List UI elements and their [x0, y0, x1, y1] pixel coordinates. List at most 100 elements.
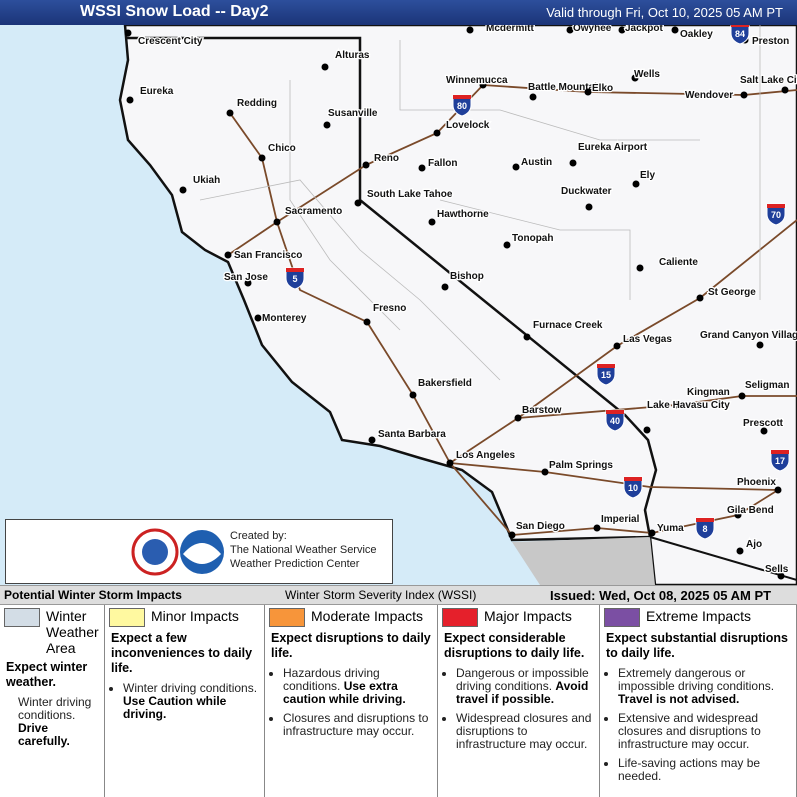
city-label: Lake Havasu City — [647, 400, 730, 411]
legend-swatch — [4, 608, 40, 627]
bullet-text: Extremely dangerous or impossible drivin… — [618, 666, 775, 693]
city-dot — [636, 264, 644, 272]
city-label: Crescent City — [138, 36, 203, 47]
city-label: Salt Lake City — [740, 75, 797, 86]
legend-bullet: Extremely dangerous or impossible drivin… — [618, 667, 792, 706]
bullet-text: Widespread closures and disruptions to i… — [456, 711, 592, 751]
city-dot — [514, 414, 522, 422]
city-dot — [569, 159, 577, 167]
city-label: Bishop — [450, 271, 484, 282]
bullet-emphasis: Drive carefully. — [18, 721, 70, 748]
legend-header: Winter Weather Area — [4, 608, 100, 656]
city-label: Winnemucca — [446, 75, 508, 86]
city-dot — [613, 342, 621, 350]
legend-bullet: Extensive and widespread closures and di… — [618, 712, 792, 751]
city-label: Ajo — [746, 539, 762, 550]
city-dot — [363, 318, 371, 326]
legend-column: Major Impacts Expect considerable disrupt… — [438, 605, 600, 797]
city-dot — [368, 436, 376, 444]
map: Crescent City Alturas Eureka Redding Susanvi… — [0, 22, 797, 585]
city-label: Hawthorne — [437, 209, 489, 220]
highway-shield-top — [286, 268, 304, 272]
city-dot — [671, 26, 679, 34]
legend-column: Winter Weather Area Expect winter weather… — [0, 605, 105, 797]
city-label: Susanville — [328, 108, 378, 119]
bullet-emphasis: Use Caution while driving. — [123, 694, 227, 721]
legend-bar: Potential Winter Storm Impacts Winter St… — [0, 585, 797, 605]
legend-swatch — [604, 608, 640, 627]
city-label: Lovelock — [446, 120, 490, 131]
city-dot — [774, 486, 782, 494]
legend-header: Extreme Impacts — [604, 608, 792, 627]
legend-bullet: Dangerous or impossible driving conditio… — [456, 667, 595, 706]
city-dot — [321, 63, 329, 71]
city-dot — [736, 547, 744, 555]
highway-label: 40 — [610, 416, 620, 426]
city-label: Phoenix — [737, 477, 776, 488]
legend-bullet: Closures and disruptions to infrastructu… — [283, 712, 433, 738]
bullet-text: Extensive and widespread closures and di… — [618, 711, 761, 751]
highway-label: 17 — [775, 456, 785, 466]
bullet-text: Hazardous driving conditions. — [283, 666, 380, 693]
legend-column: Moderate Impacts Expect disruptions to da… — [265, 605, 438, 797]
city-label: Wells — [634, 69, 660, 80]
city-label: Prescott — [743, 418, 784, 429]
highway-shield-top — [767, 204, 785, 208]
city-dot — [433, 129, 441, 137]
valid-time: Valid through Fri, Oct 10, 2025 05 AM PT — [546, 5, 783, 20]
highway-shield — [285, 267, 305, 290]
legend-bullet: Winter driving conditions. Use Caution w… — [123, 682, 260, 721]
city-label: San Francisco — [234, 250, 302, 261]
legend-label: Winter Weather Area — [46, 608, 99, 656]
legend-summary: Expect considerable disruptions to daily… — [444, 631, 585, 660]
legend-header: Major Impacts — [442, 608, 595, 627]
highway-label: 8 — [702, 524, 707, 534]
highway-shield-top — [624, 477, 642, 481]
city-label: Jackpot — [625, 23, 663, 34]
legend-bullet: Winter driving conditions. Drive careful… — [18, 696, 100, 748]
bullet-emphasis: Use extra caution while driving. — [283, 679, 406, 706]
highway-shield-top — [771, 450, 789, 454]
city-dot — [441, 283, 449, 291]
city-label: Chico — [268, 143, 296, 154]
city-label: Yuma — [657, 523, 684, 534]
city-label: Redding — [237, 98, 277, 109]
city-label: Grand Canyon Village — [700, 330, 797, 341]
logos — [131, 528, 224, 576]
bullet-emphasis: Avoid travel if possible. — [456, 679, 589, 706]
highway-shield — [452, 94, 472, 117]
highway-label: 15 — [601, 370, 611, 380]
city-label: Fallon — [428, 158, 457, 169]
city-label: Tonopah — [512, 233, 553, 244]
legend-column: Minor Impacts Expect a few inconveniences… — [105, 605, 265, 797]
city-dot — [529, 93, 537, 101]
mexico — [512, 537, 655, 585]
city-label: Barstow — [522, 405, 562, 416]
highway-shield — [623, 476, 643, 499]
city-label: Wendover — [685, 90, 733, 101]
city-label: Gila Bend — [727, 505, 774, 516]
highway-shield-top — [606, 410, 624, 414]
city-label: Santa Barbara — [378, 429, 446, 440]
city-label: Oakley — [680, 29, 713, 40]
city-label: South Lake Tahoe — [367, 189, 453, 200]
highway-shield — [596, 363, 616, 386]
city-label: Caliente — [659, 257, 698, 268]
city-dot — [179, 186, 187, 194]
legend-bullets: Dangerous or impossible driving conditio… — [442, 667, 595, 751]
city-dot — [541, 468, 549, 476]
highway-shield — [730, 22, 750, 45]
city-dot — [258, 154, 266, 162]
legend-bullets: Winter driving conditions. Drive careful… — [4, 696, 100, 748]
city-dot — [631, 74, 639, 82]
issued-time: Issued: Wed, Oct 08, 2025 05 AM PT — [550, 588, 772, 603]
credit-line: Weather Prediction Center — [230, 558, 360, 570]
city-dot — [672, 401, 680, 409]
city-dot — [418, 164, 426, 172]
legend-summary: Expect disruptions to daily life. — [271, 631, 431, 660]
city-label: Sells — [765, 564, 789, 575]
city-dot — [777, 572, 785, 580]
city-label: Kingman — [687, 387, 730, 398]
city-label: San Jose — [224, 272, 268, 283]
legend-index: Winter Storm Severity Index (WSSI) — [285, 588, 477, 602]
